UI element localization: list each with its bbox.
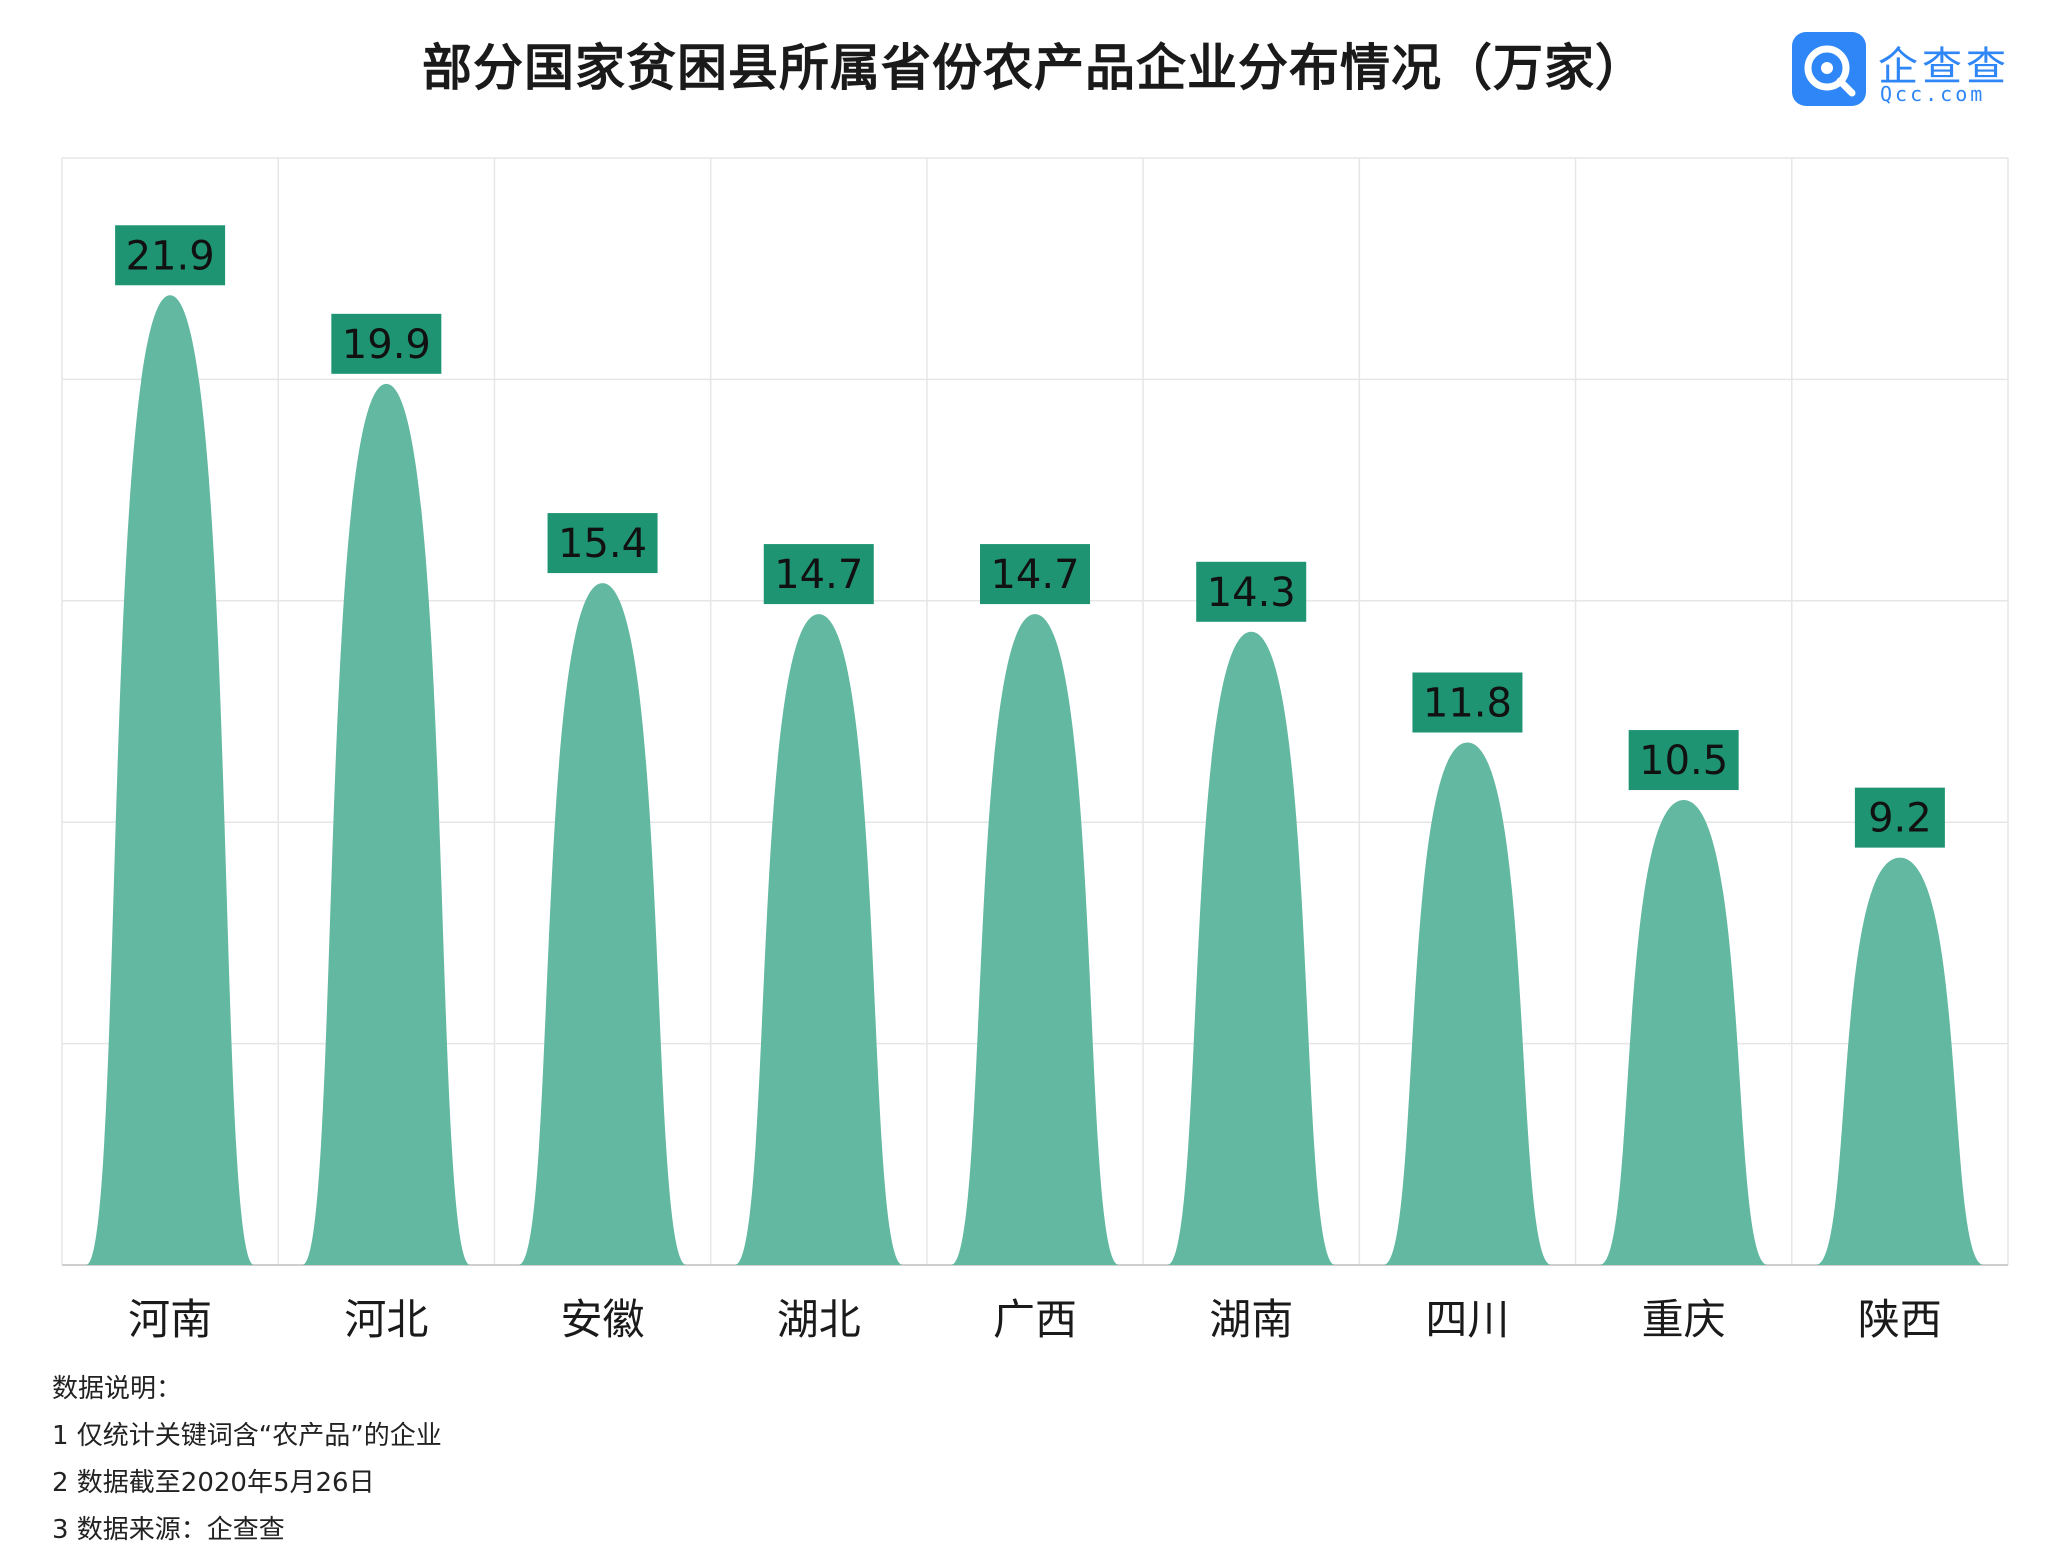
x-tick-label: 湖北 bbox=[777, 1295, 861, 1340]
value-label-box bbox=[980, 544, 1090, 605]
x-tick-label: 河南 bbox=[128, 1295, 212, 1340]
x-tick-label: 四川 bbox=[1425, 1295, 1509, 1340]
x-tick-label: 湖南 bbox=[1209, 1295, 1293, 1340]
bar bbox=[951, 614, 1119, 1265]
value-label-box bbox=[1854, 787, 1945, 848]
value-label-box bbox=[547, 513, 658, 574]
value-label-box bbox=[1196, 561, 1307, 622]
chart-bars bbox=[86, 295, 1984, 1265]
bar-chart: 21.9 19.9 15.4 14.7 14.7 14.3 11.8 10.5 9.2 河南 河北… bbox=[61, 157, 2009, 1340]
x-tick-label: 陕西 bbox=[1858, 1295, 1942, 1340]
value-label: 9.2 bbox=[1868, 796, 1932, 842]
x-tick-label: 安徽 bbox=[561, 1295, 645, 1340]
value-label-box bbox=[763, 544, 874, 605]
x-tick-label: 河北 bbox=[344, 1295, 428, 1340]
note-item: 3 数据来源：企查查 bbox=[52, 1515, 285, 1545]
bar bbox=[734, 614, 903, 1265]
x-tick-label: 广西 bbox=[993, 1295, 1077, 1340]
value-label: 11.8 bbox=[1423, 680, 1512, 726]
data-notes: 数据说明： 1 仅统计关键词含“农产品”的企业 2 数据截至2020年5月26日… bbox=[52, 1366, 442, 1554]
value-label-box bbox=[115, 225, 226, 286]
logo-name: 企查查 bbox=[1878, 44, 2010, 90]
bar bbox=[1383, 742, 1552, 1265]
chart-value-labels: 21.9 19.9 15.4 14.7 14.7 14.3 11.8 10.5 9.2 bbox=[115, 225, 1945, 848]
value-label-box bbox=[1628, 730, 1739, 791]
value-label: 15.4 bbox=[558, 521, 647, 567]
value-label: 21.9 bbox=[126, 233, 215, 279]
bar bbox=[86, 295, 255, 1265]
bar bbox=[1167, 631, 1336, 1265]
note-item: 1 仅统计关键词含“农产品”的企业 bbox=[52, 1421, 442, 1451]
x-tick-label: 重庆 bbox=[1642, 1295, 1726, 1340]
chart-x-ticks: 河南 河北 安徽 湖北 广西 湖南 四川 重庆 陕西 bbox=[128, 1295, 1942, 1340]
value-label: 14.7 bbox=[774, 552, 863, 598]
note-item: 2 数据截至2020年5月26日 bbox=[52, 1468, 375, 1498]
value-label-box bbox=[331, 313, 442, 374]
notes-heading: 数据说明： bbox=[52, 1374, 183, 1404]
logo-icon bbox=[1792, 32, 1866, 106]
value-label: 19.9 bbox=[342, 322, 431, 368]
logo-domain: Qcc.com bbox=[1880, 82, 1986, 106]
bar bbox=[1815, 857, 1984, 1265]
value-label: 14.3 bbox=[1207, 570, 1296, 616]
brand-logo: 企查查 Qcc.com bbox=[1792, 32, 2012, 106]
value-label-box bbox=[1412, 672, 1523, 733]
bar bbox=[518, 583, 687, 1265]
bar bbox=[302, 383, 471, 1265]
bar bbox=[1599, 800, 1768, 1265]
value-label: 10.5 bbox=[1639, 738, 1728, 784]
chart-title: 部分国家贫困县所属省份农产品企业分布情况（万家） bbox=[422, 39, 1646, 97]
value-label: 14.7 bbox=[990, 552, 1079, 598]
